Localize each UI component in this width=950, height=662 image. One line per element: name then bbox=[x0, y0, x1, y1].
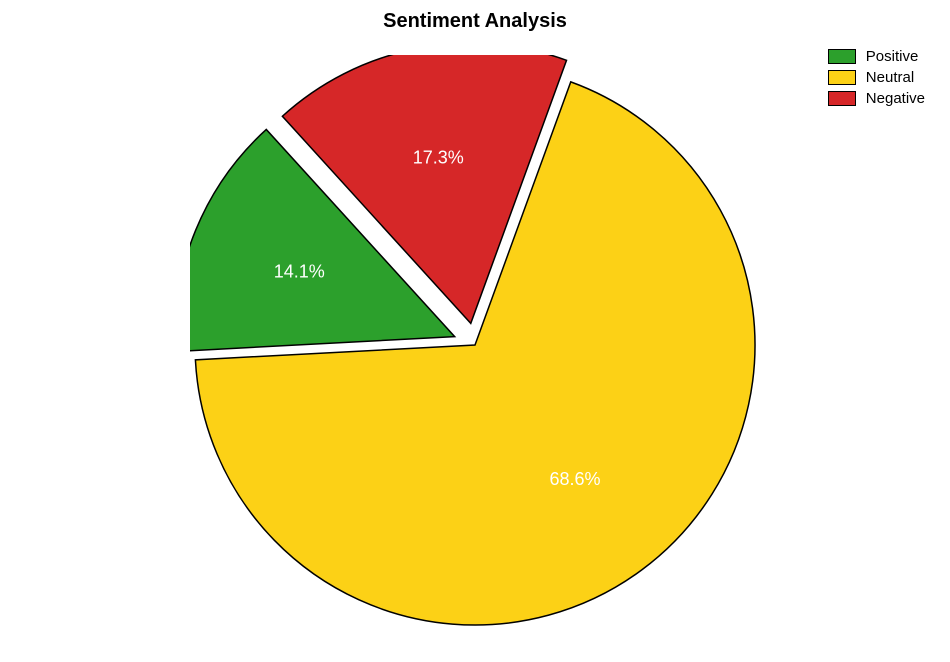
legend-label-positive: Positive bbox=[866, 48, 919, 65]
pie-svg: 68.6% 14.1% 17.3% bbox=[190, 55, 760, 655]
legend-item-neutral: Neutral bbox=[828, 69, 925, 86]
legend-swatch-negative bbox=[828, 91, 856, 106]
pie-label-neutral: 68.6% bbox=[549, 469, 600, 489]
pie-chart: 68.6% 14.1% 17.3% bbox=[190, 55, 760, 655]
legend: Positive Neutral Negative bbox=[828, 48, 925, 111]
legend-item-positive: Positive bbox=[828, 48, 925, 65]
legend-swatch-positive bbox=[828, 49, 856, 64]
legend-item-negative: Negative bbox=[828, 90, 925, 107]
pie-label-positive: 14.1% bbox=[274, 262, 325, 282]
legend-label-negative: Negative bbox=[866, 90, 925, 107]
legend-label-neutral: Neutral bbox=[866, 69, 914, 86]
chart-title: Sentiment Analysis bbox=[383, 10, 567, 33]
pie-label-negative: 17.3% bbox=[413, 147, 464, 167]
legend-swatch-neutral bbox=[828, 70, 856, 85]
